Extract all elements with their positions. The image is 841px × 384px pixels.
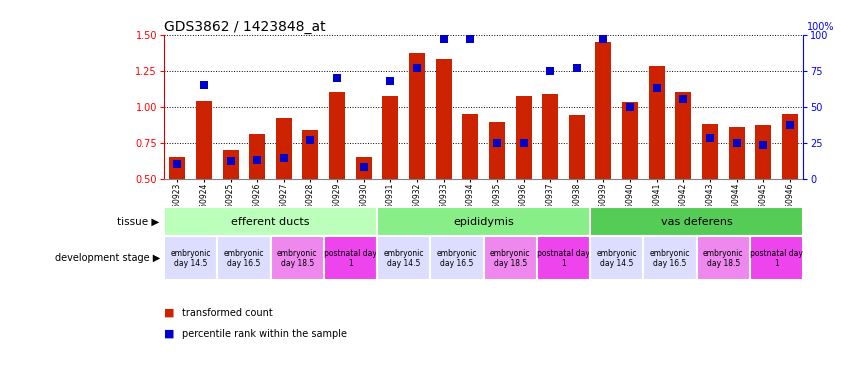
Bar: [569, 115, 584, 179]
Text: ■: ■: [164, 308, 174, 318]
Point: [410, 65, 424, 71]
Text: percentile rank within the sample: percentile rank within the sample: [182, 329, 347, 339]
Bar: [595, 42, 611, 179]
Point: [570, 65, 584, 71]
Point: [756, 142, 770, 149]
Bar: [728, 127, 744, 179]
Point: [490, 139, 504, 146]
Point: [224, 158, 237, 164]
Bar: [409, 53, 425, 179]
Text: postnatal day
1: postnatal day 1: [324, 248, 377, 268]
Text: embryonic
day 18.5: embryonic day 18.5: [703, 248, 743, 268]
Text: 100%: 100%: [807, 22, 835, 32]
Text: vas deferens: vas deferens: [661, 217, 733, 227]
Text: embryonic
day 14.5: embryonic day 14.5: [596, 248, 637, 268]
Text: embryonic
day 18.5: embryonic day 18.5: [490, 248, 531, 268]
Bar: [702, 124, 718, 179]
Text: efferent ducts: efferent ducts: [231, 217, 309, 227]
Text: ■: ■: [164, 329, 174, 339]
Bar: [169, 157, 185, 179]
Bar: [675, 92, 691, 179]
Text: postnatal day
1: postnatal day 1: [750, 248, 803, 268]
Point: [703, 135, 717, 141]
Text: tissue ▶: tissue ▶: [118, 217, 160, 227]
Point: [171, 161, 184, 167]
Text: GDS3862 / 1423848_at: GDS3862 / 1423848_at: [164, 20, 325, 33]
Text: development stage ▶: development stage ▶: [55, 253, 160, 263]
Text: embryonic
day 14.5: embryonic day 14.5: [383, 248, 424, 268]
Text: embryonic
day 16.5: embryonic day 16.5: [436, 248, 477, 268]
Bar: [196, 101, 212, 179]
Point: [463, 36, 477, 42]
Text: embryonic
day 14.5: embryonic day 14.5: [171, 248, 211, 268]
Text: epididymis: epididymis: [453, 217, 514, 227]
Point: [277, 156, 290, 162]
Point: [623, 104, 637, 110]
Bar: [648, 66, 664, 179]
Point: [516, 139, 530, 146]
Bar: [249, 134, 265, 179]
Point: [331, 75, 344, 81]
Text: transformed count: transformed count: [182, 308, 273, 318]
Bar: [436, 59, 452, 179]
Point: [251, 157, 264, 163]
Point: [543, 68, 557, 74]
Bar: [542, 94, 558, 179]
Bar: [489, 122, 505, 179]
Bar: [383, 96, 399, 179]
Point: [197, 82, 210, 88]
Point: [783, 122, 796, 128]
Point: [383, 78, 397, 84]
Bar: [782, 114, 798, 179]
Bar: [303, 130, 319, 179]
Text: embryonic
day 18.5: embryonic day 18.5: [277, 248, 317, 268]
Bar: [755, 125, 771, 179]
Point: [730, 139, 743, 146]
Bar: [276, 118, 292, 179]
Point: [596, 36, 610, 42]
Point: [357, 164, 370, 170]
Bar: [223, 150, 239, 179]
Bar: [516, 96, 532, 179]
Bar: [463, 114, 479, 179]
Text: embryonic
day 16.5: embryonic day 16.5: [224, 248, 264, 268]
Point: [436, 36, 450, 42]
Bar: [329, 92, 345, 179]
Point: [676, 96, 690, 103]
Bar: [622, 102, 638, 179]
Point: [650, 85, 664, 91]
Text: postnatal day
1: postnatal day 1: [537, 248, 590, 268]
Text: embryonic
day 16.5: embryonic day 16.5: [650, 248, 690, 268]
Point: [304, 137, 317, 143]
Bar: [356, 157, 372, 179]
